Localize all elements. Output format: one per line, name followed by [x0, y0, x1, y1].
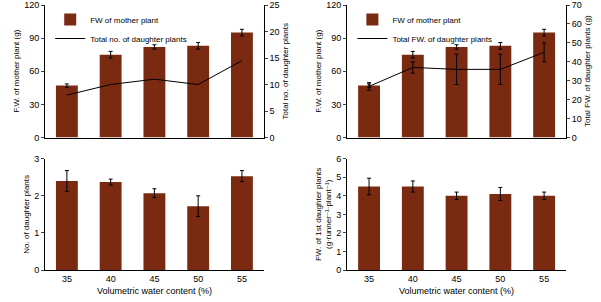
svg-text:40: 40	[408, 274, 418, 284]
svg-text:45: 45	[149, 274, 159, 284]
svg-text:FW of mother plant: FW of mother plant	[392, 16, 461, 25]
svg-text:2: 2	[336, 228, 341, 238]
svg-text:4: 4	[336, 191, 341, 201]
svg-text:No. of daughter plants: No. of daughter plants	[22, 175, 31, 254]
svg-text:20: 20	[270, 27, 280, 37]
svg-text:0: 0	[270, 133, 275, 143]
svg-text:55: 55	[237, 274, 247, 284]
svg-text:1: 1	[336, 247, 341, 257]
svg-text:35: 35	[364, 274, 374, 284]
svg-text:F.W. of mother plant (g): F.W. of mother plant (g)	[12, 29, 21, 112]
svg-text:60: 60	[572, 19, 582, 29]
svg-text:10: 10	[572, 114, 582, 124]
svg-text:3: 3	[336, 210, 341, 220]
svg-text:60: 60	[29, 66, 39, 76]
svg-text:5: 5	[336, 172, 341, 182]
svg-text:60: 60	[331, 66, 341, 76]
svg-text:30: 30	[331, 100, 341, 110]
svg-text:2: 2	[34, 191, 39, 201]
svg-text:70: 70	[572, 0, 582, 10]
svg-text:FW of mother plant: FW of mother plant	[90, 16, 159, 25]
svg-text:Total FW. of daughter plants: Total FW. of daughter plants	[392, 35, 492, 44]
svg-text:Total no. of daughter plants: Total no. of daughter plants	[281, 23, 290, 120]
svg-text:120: 120	[24, 0, 39, 10]
svg-text:35: 35	[62, 274, 72, 284]
svg-text:10: 10	[270, 80, 280, 90]
svg-text:90: 90	[331, 33, 341, 43]
svg-text:Total no. of daughter plants: Total no. of daughter plants	[90, 35, 187, 44]
svg-text:15: 15	[270, 53, 280, 63]
svg-text:40: 40	[106, 274, 116, 284]
svg-text:F.W. of mother plant (g): F.W. of mother plant (g)	[314, 29, 323, 112]
svg-text:0: 0	[34, 265, 39, 275]
svg-text:25: 25	[270, 0, 280, 10]
svg-text:3: 3	[34, 154, 39, 164]
svg-text:Volumetric water content (%): Volumetric water content (%)	[399, 286, 514, 296]
svg-text:30: 30	[572, 76, 582, 86]
svg-text:50: 50	[495, 274, 505, 284]
svg-text:30: 30	[29, 100, 39, 110]
svg-text:120: 120	[326, 0, 341, 10]
svg-text:55: 55	[539, 274, 549, 284]
svg-text:0: 0	[34, 133, 39, 143]
svg-text:1: 1	[34, 228, 39, 238]
svg-text:Total FW. of daughter plants (: Total FW. of daughter plants (g)	[583, 15, 592, 127]
svg-text:0: 0	[572, 133, 577, 143]
svg-text:90: 90	[29, 33, 39, 43]
svg-text:6: 6	[336, 154, 341, 164]
svg-text:0: 0	[336, 265, 341, 275]
svg-text:5: 5	[270, 106, 275, 116]
svg-text:FW. of 1st daughter plants(g·r: FW. of 1st daughter plants(g·runner⁻¹·pl…	[314, 168, 333, 261]
svg-text:45: 45	[452, 274, 462, 284]
svg-text:50: 50	[572, 38, 582, 48]
svg-text:50: 50	[193, 274, 203, 284]
svg-text:Volumetric water content (%): Volumetric water content (%)	[97, 286, 212, 296]
svg-text:20: 20	[572, 95, 582, 105]
svg-text:40: 40	[572, 57, 582, 67]
svg-text:0: 0	[336, 133, 341, 143]
